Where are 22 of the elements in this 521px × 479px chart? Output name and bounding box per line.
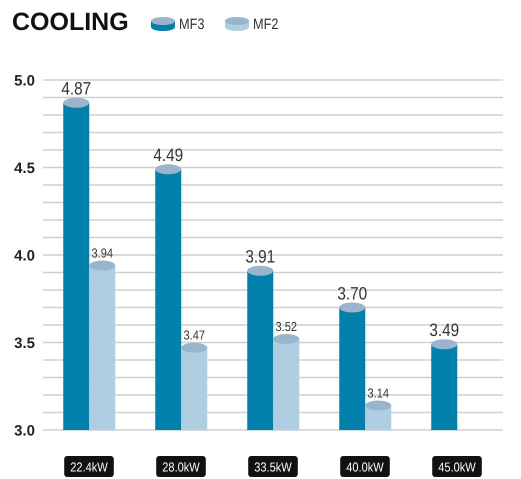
- y-tick-label: 3.0: [14, 422, 35, 440]
- data-label: 3.91: [245, 246, 276, 268]
- data-label: 3.47: [184, 328, 206, 343]
- legend-label: MF2: [252, 16, 278, 32]
- y-tick-label: 3.5: [14, 334, 35, 352]
- x-tick-label: 40.0kW: [346, 460, 384, 475]
- x-tick-label: 33.5kW: [254, 460, 292, 475]
- chart-title: COOLING: [12, 8, 129, 36]
- y-tick-label: 4.5: [14, 160, 35, 177]
- x-tick-label: 45.0kW: [438, 460, 476, 475]
- y-tick-label: 4.0: [14, 247, 35, 264]
- data-label: 3.94: [92, 246, 114, 261]
- y-tick-label: 5.0: [14, 72, 35, 90]
- data-label: 4.87: [61, 78, 92, 100]
- data-label: 4.49: [153, 145, 184, 166]
- x-tick-label: 22.4kW: [70, 460, 108, 475]
- legend-label: MF3: [178, 16, 204, 32]
- data-label: 3.49: [429, 320, 460, 341]
- data-label: 3.52: [276, 319, 298, 334]
- x-tick-label: 28.0kW: [162, 460, 200, 475]
- data-label: 3.14: [368, 386, 390, 401]
- data-label: 3.70: [337, 283, 368, 304]
